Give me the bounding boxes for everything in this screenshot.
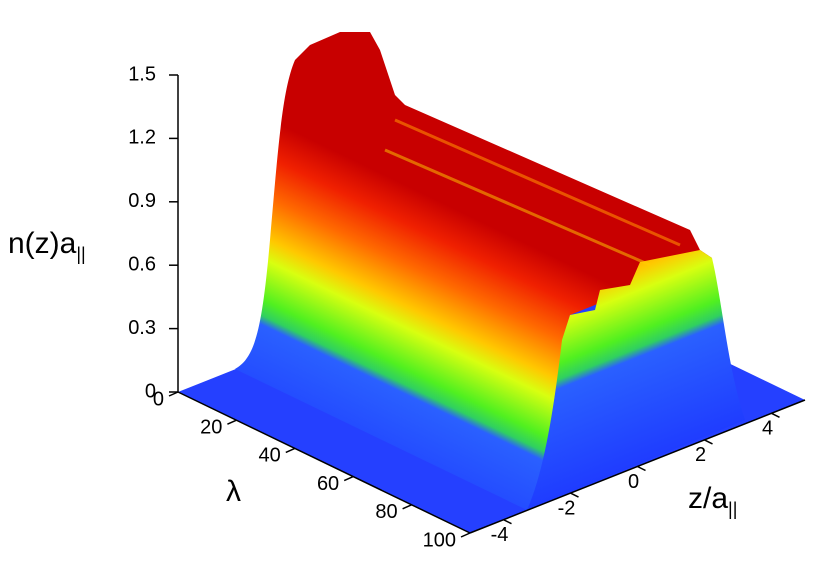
- y-tick: [227, 419, 237, 425]
- y-tick: [402, 504, 412, 510]
- x-axis-title: z/a||: [688, 482, 737, 519]
- y-tick: [460, 532, 471, 538]
- z-tick-label: 1.5: [128, 63, 156, 85]
- y-tick: [168, 391, 179, 397]
- z-axis-title-sub: ||: [76, 244, 85, 264]
- surface-side: [235, 32, 712, 510]
- x-tick-label: -2: [558, 497, 576, 519]
- z-axis-title-main: n(z)a: [8, 227, 77, 260]
- ridge-line: [384, 148, 651, 267]
- z-tick-label: 0.9: [128, 190, 156, 212]
- x-tick: [704, 439, 713, 445]
- z-tick-label: 1.2: [128, 127, 156, 149]
- ridge-line: [394, 118, 681, 247]
- y-tick-label: 80: [375, 501, 397, 523]
- x-axis-title-sub: ||: [728, 499, 737, 519]
- x-tick-label: -4: [491, 524, 509, 546]
- x-tick: [503, 519, 512, 525]
- x-tick-label: 0: [628, 471, 639, 493]
- x-tick: [637, 465, 646, 472]
- surface-front: [527, 250, 745, 510]
- y-axis-title: λ: [226, 475, 241, 508]
- x-tick: [771, 412, 780, 418]
- z-tick-label: 0.3: [128, 317, 156, 339]
- y-tick-label: 100: [423, 529, 456, 551]
- y-tick-label: 20: [200, 416, 222, 438]
- y-tick-label: 40: [259, 445, 281, 467]
- z-axis-title: n(z)a||: [8, 227, 86, 264]
- y-tick-label: 0: [153, 388, 164, 410]
- y-tick: [285, 447, 296, 454]
- x-tick-label: 2: [695, 444, 706, 466]
- y-tick: [343, 475, 354, 482]
- y-tick-label: 60: [317, 473, 339, 495]
- x-tick-label: 4: [762, 418, 773, 440]
- y-axis-line: [177, 391, 471, 534]
- z-tick-label: 0.6: [128, 253, 156, 275]
- x-axis-title-main: z/a: [688, 482, 728, 515]
- z-tick-label: 0: [145, 380, 156, 402]
- x-tick: [570, 492, 579, 498]
